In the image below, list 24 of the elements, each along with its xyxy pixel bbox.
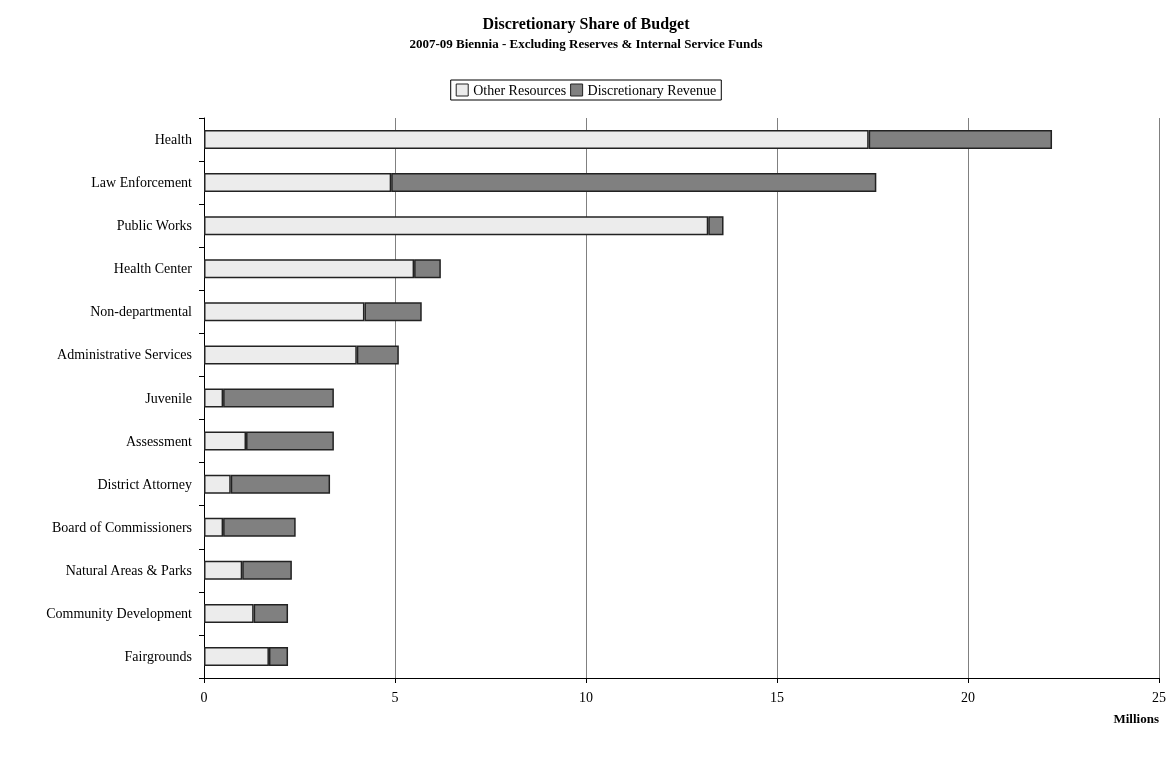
- y-tick-label: Juvenile: [145, 390, 192, 406]
- x-axis-title: Millions: [1113, 711, 1159, 726]
- x-tick-label: 20: [961, 689, 975, 705]
- x-tick-label: 25: [1152, 689, 1166, 705]
- x-tick-label: 10: [579, 689, 593, 705]
- x-tick-label: 15: [770, 689, 784, 705]
- x-tick-label: 0: [200, 689, 208, 705]
- y-tick-label: Community Development: [46, 605, 193, 621]
- y-tick-label: Natural Areas & Parks: [65, 562, 192, 578]
- chart-subtitle: 2007-09 Biennia - Excluding Reserves & Internal Service Funds: [409, 36, 763, 51]
- y-tick-label: Law Enforcement: [91, 175, 193, 191]
- y-tick-label: Non-departmental: [90, 304, 193, 320]
- y-tick-label: District Attorney: [97, 476, 192, 492]
- chart-title: Discretionary Share of Budget: [482, 14, 691, 33]
- y-tick-label: Fairgrounds: [124, 648, 192, 664]
- y-tick-label: Board of Commissioners: [52, 519, 192, 535]
- y-tick-label: Health Center: [113, 261, 193, 277]
- y-tick-label: Administrative Services: [57, 347, 192, 363]
- y-tick-label: Assessment: [125, 433, 193, 449]
- legend-label: Discretionary Revenue: [587, 82, 717, 98]
- x-tick-label: 5: [391, 689, 399, 705]
- y-tick-label: Health: [154, 132, 192, 148]
- legend-label: Other Resources: [473, 82, 567, 98]
- y-tick-label: Public Works: [116, 218, 192, 234]
